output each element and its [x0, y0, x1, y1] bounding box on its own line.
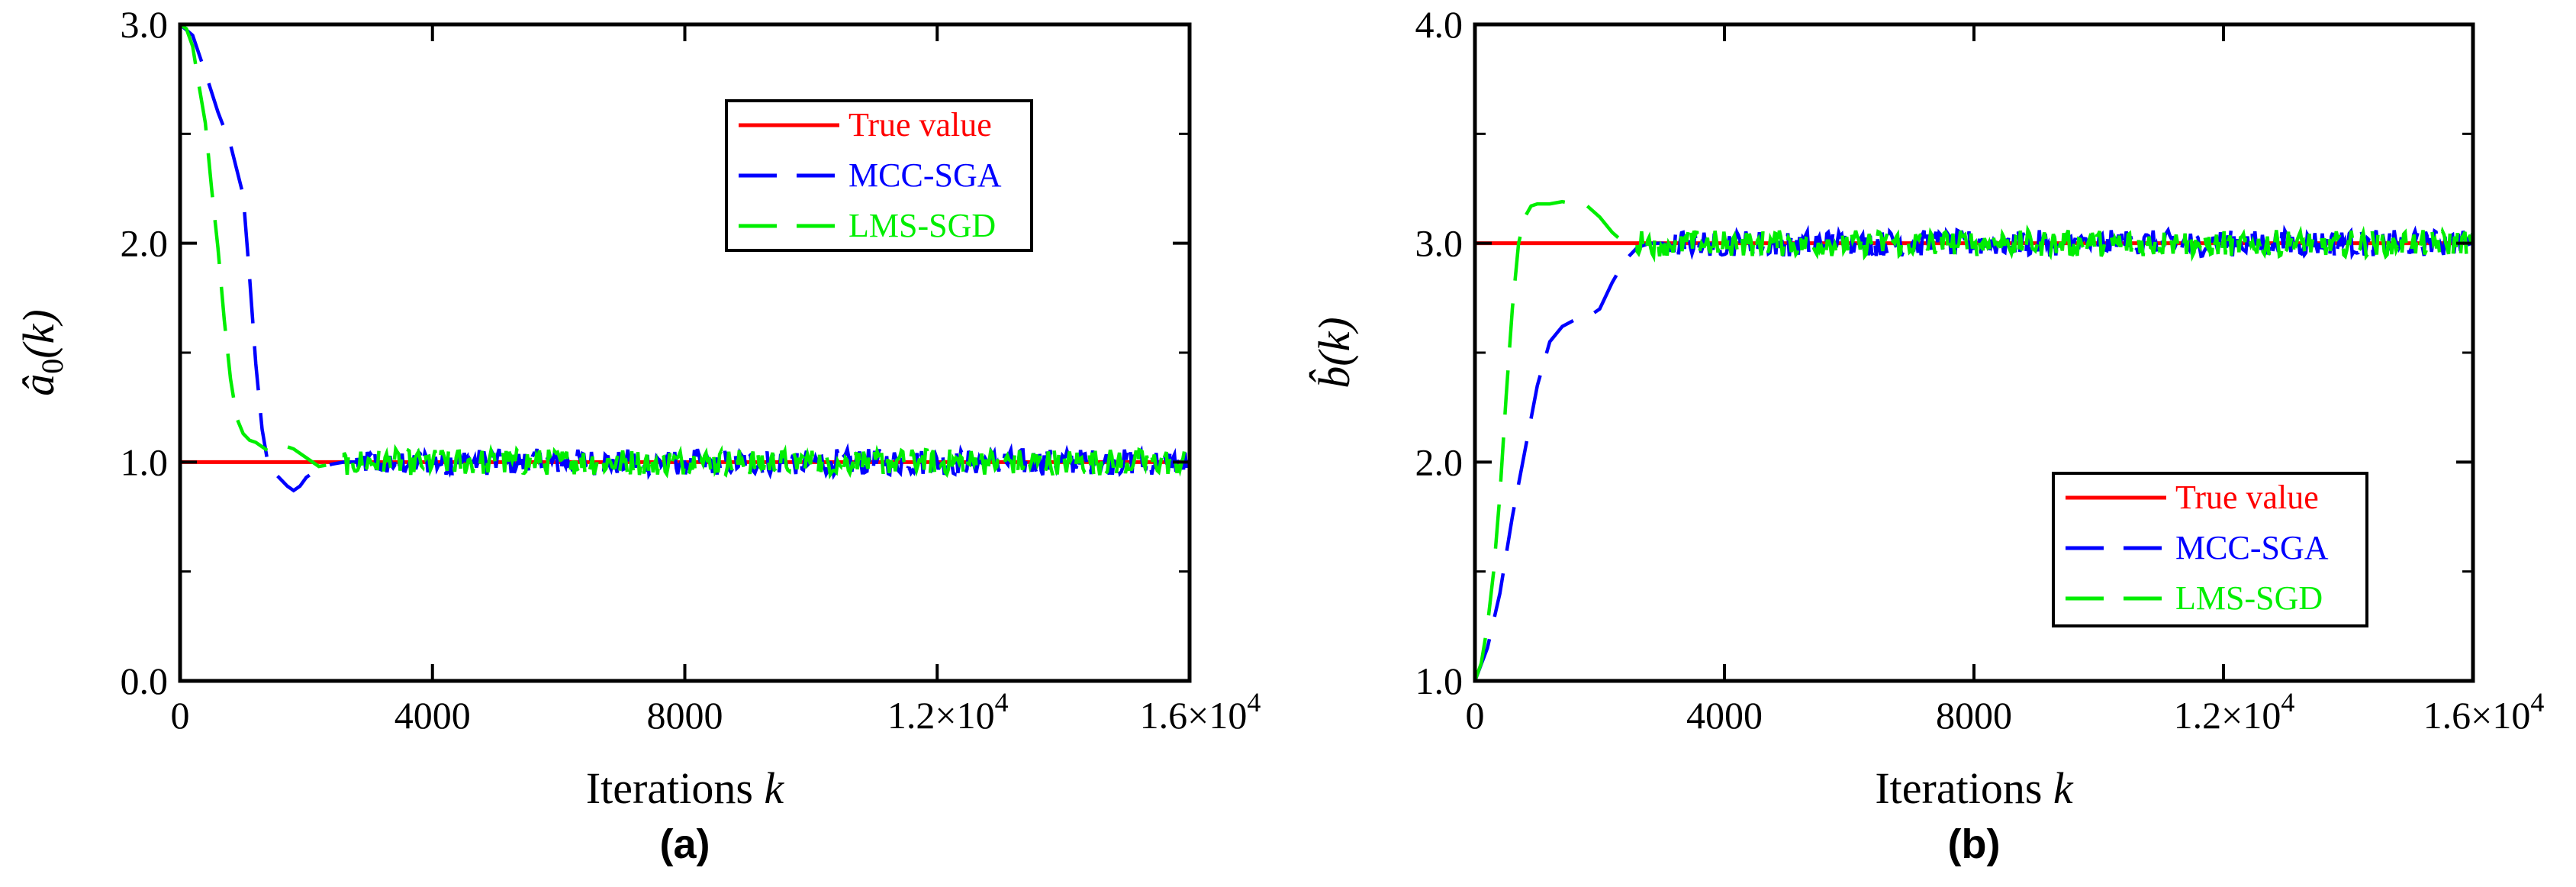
x-tick-label: 4000 — [1686, 694, 1763, 737]
y-axis-label: â0(k) — [14, 309, 69, 395]
x-tick-label: 4000 — [394, 694, 471, 737]
panel-a: 0 4000 8000 1.2×104 1.6×104 0.0 1.0 2.0 3.0 Itera… — [14, 3, 1261, 867]
y-tick-label: 3.0 — [121, 3, 169, 46]
panel-label: (b) — [1948, 821, 2001, 867]
y-tick-label: 2.0 — [1415, 440, 1463, 483]
legend-label: True value — [2175, 479, 2319, 516]
y-tick-label: 0.0 — [121, 660, 169, 702]
x-tick-label: 1.6×104 — [1140, 687, 1261, 737]
series-lms-sgd-line — [180, 24, 1190, 481]
legend-label: LMS-SGD — [2175, 579, 2323, 617]
y-tick-label: 3.0 — [1415, 222, 1463, 265]
legend-label: True value — [848, 106, 992, 144]
x-tick-label: 8000 — [1936, 694, 2012, 737]
y-tick-label: 1.0 — [1415, 660, 1463, 702]
plot-frame — [178, 22, 1192, 683]
y-tick-label: 2.0 — [121, 222, 169, 265]
legend: True value MCC-SGA LMS-SGD — [2052, 472, 2368, 627]
x-tick-label: 1.2×104 — [887, 687, 1009, 737]
x-tick-label: 0 — [1466, 694, 1485, 737]
x-axis-label: Iterations k — [1875, 763, 2074, 813]
legend-label: MCC-SGA — [848, 156, 1002, 194]
y-axis-label: b̂(k) — [1309, 317, 1359, 388]
legend: True value MCC-SGA LMS-SGD — [725, 99, 1033, 252]
legend-label: MCC-SGA — [2175, 529, 2329, 566]
plot-area-a — [180, 24, 1190, 493]
series-mcc-sga-line — [180, 24, 1190, 493]
panel-label: (a) — [660, 821, 710, 867]
panel-b: 0 4000 8000 1.2×104 1.6×104 1.0 2.0 3.0 4.0 Itera… — [1309, 3, 2544, 867]
x-tick-label: 8000 — [647, 694, 723, 737]
x-tick-label: 1.6×104 — [2423, 687, 2545, 737]
x-tick-label: 1.2×104 — [2174, 687, 2295, 737]
y-tick-label: 4.0 — [1415, 3, 1463, 46]
plot-area-b — [1475, 199, 2473, 681]
series-lms-sgd-line — [1475, 199, 2473, 681]
y-tick-label: 1.0 — [121, 440, 169, 483]
legend-label: LMS-SGD — [848, 207, 996, 244]
x-tick-label: 0 — [171, 694, 190, 737]
x-axis-label: Iterations k — [586, 763, 785, 813]
